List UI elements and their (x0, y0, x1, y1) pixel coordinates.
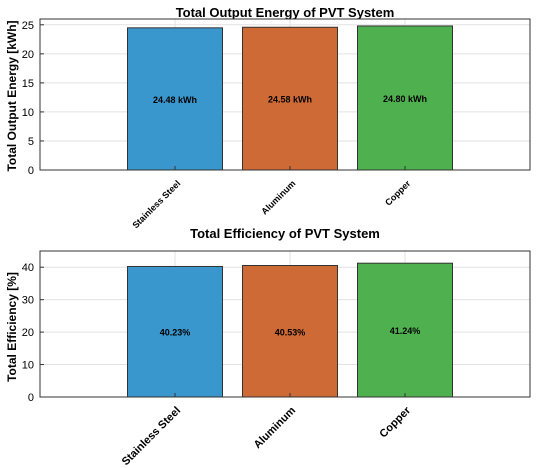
y-tick-label: 0 (28, 392, 34, 404)
data-label: 40.23% (160, 328, 191, 338)
data-label: 24.80 kWh (383, 94, 427, 104)
y-tick-label: 30 (22, 295, 34, 307)
energy-chart: Total Output Energy of PVT System Total … (5, 5, 531, 230)
bar (242, 265, 338, 398)
bars: 24.48 kWh 24.58 kWh 24.80 kWh (127, 25, 453, 171)
x-tick-label: Stainless Steel (130, 178, 182, 230)
plot-frame (39, 18, 531, 171)
efficiency-chart: Total Efficiency of PVT System Total Eff… (5, 226, 531, 468)
x-tick-label: Copper (383, 178, 413, 208)
y-tick-label: 40 (22, 262, 34, 274)
bar (127, 265, 223, 398)
y-axis-label: Total Output Energy [kWh] (5, 20, 19, 171)
y-axis-label: Total Efficiency [%] (5, 272, 19, 382)
x-tick-label: Aluminum (259, 178, 297, 216)
plot-frame (39, 250, 531, 398)
data-label: 40.53% (275, 327, 306, 337)
x-tick-label: Stainless Steel (120, 405, 183, 468)
y-tick-label: 5 (28, 136, 34, 148)
x-tick-label: Aluminum (252, 404, 299, 451)
y-tick-label: 20 (22, 327, 34, 339)
chart-title: Total Efficiency of PVT System (190, 226, 380, 241)
y-tick-label: 25 (22, 20, 34, 32)
x-tick-label: Copper (377, 404, 413, 440)
y-tick-label: 10 (22, 107, 34, 119)
y-tick-label: 20 (22, 49, 34, 61)
data-label: 24.48 kWh (153, 95, 197, 105)
bars: 40.23% 40.53% 41.24% (127, 262, 453, 398)
data-label: 41.24% (390, 326, 421, 336)
y-tick-label: 0 (28, 165, 34, 177)
bar (127, 27, 223, 171)
chart-title: Total Output Energy of PVT System (176, 5, 395, 20)
y-tick-label: 10 (22, 360, 34, 372)
data-label: 24.58 kWh (268, 95, 312, 105)
bar (357, 262, 453, 398)
y-tick-label: 15 (22, 78, 34, 90)
